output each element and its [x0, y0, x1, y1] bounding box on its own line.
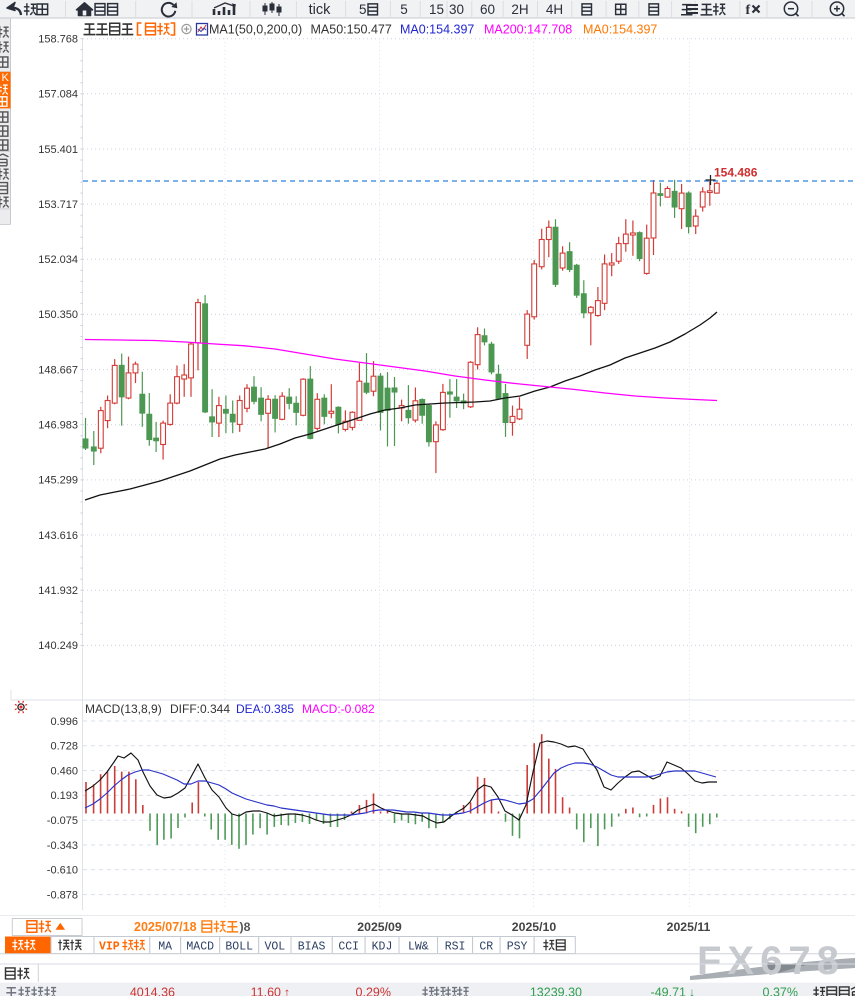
svg-text:0.29%: 0.29% — [356, 986, 391, 996]
svg-text:13239.30: 13239.30 — [530, 986, 582, 996]
svg-text:CCI: CCI — [338, 941, 359, 954]
svg-text:152.034: 152.034 — [38, 254, 78, 266]
svg-text:)8: )8 — [240, 920, 251, 934]
svg-text:BIAS: BIAS — [298, 941, 326, 954]
svg-text:VOL: VOL — [264, 941, 285, 954]
svg-text:4H: 4H — [546, 2, 563, 17]
svg-text:MACD: MACD — [186, 941, 214, 954]
svg-text:LW&: LW& — [408, 941, 429, 954]
svg-text:MA50:150.477: MA50:150.477 — [311, 23, 392, 37]
svg-text:143.616: 143.616 — [38, 530, 78, 542]
svg-text:-0.878: -0.878 — [47, 889, 78, 901]
svg-text:-0.610: -0.610 — [47, 865, 78, 877]
svg-text:MA200:147.708: MA200:147.708 — [484, 23, 572, 37]
svg-text:4014.36: 4014.36 — [130, 986, 175, 996]
svg-text:148.667: 148.667 — [38, 364, 78, 376]
svg-text:FX678: FX678 — [697, 939, 845, 983]
svg-text:5: 5 — [400, 2, 408, 17]
svg-text:140.249: 140.249 — [38, 640, 78, 652]
svg-text:MACD:-0.082: MACD:-0.082 — [302, 702, 375, 716]
svg-text:11.60: 11.60 — [251, 986, 281, 996]
svg-text:KDJ: KDJ — [372, 941, 393, 954]
svg-text:-0.075: -0.075 — [47, 815, 78, 827]
svg-text:2025/07/18: 2025/07/18 — [134, 920, 197, 934]
svg-text:0.193: 0.193 — [50, 790, 78, 802]
svg-text:15: 15 — [429, 2, 444, 17]
svg-text:↓: ↓ — [689, 986, 695, 996]
svg-text:158.768: 158.768 — [38, 34, 78, 46]
svg-text:↑: ↑ — [284, 986, 290, 996]
svg-text:2025/11: 2025/11 — [667, 920, 711, 934]
svg-text:BOLL: BOLL — [225, 941, 253, 954]
svg-text:0.996: 0.996 — [50, 716, 78, 728]
svg-text:145.299: 145.299 — [38, 475, 78, 487]
svg-text:-49.71: -49.71 — [651, 986, 686, 996]
svg-text:2025/09: 2025/09 — [357, 920, 402, 934]
svg-text:MA0:154.397: MA0:154.397 — [583, 23, 657, 37]
svg-text:CR: CR — [479, 941, 493, 954]
svg-text:2H: 2H — [511, 2, 528, 17]
svg-text:MA1(50,0,200,0): MA1(50,0,200,0) — [209, 23, 302, 37]
svg-text:DEA:0.385: DEA:0.385 — [236, 702, 294, 716]
svg-text:DIFF:0.344: DIFF:0.344 — [170, 702, 230, 716]
svg-text:K: K — [2, 72, 10, 84]
svg-text:141.932: 141.932 — [38, 585, 78, 597]
svg-text:0.460: 0.460 — [50, 765, 78, 777]
svg-text:30: 30 — [449, 2, 464, 17]
svg-text:PSY: PSY — [507, 941, 528, 954]
svg-text:0.37%: 0.37% — [763, 986, 798, 996]
svg-text:5: 5 — [359, 2, 367, 17]
svg-text:MACD(13,8,9): MACD(13,8,9) — [85, 702, 162, 716]
svg-text:MA0:154.397: MA0:154.397 — [400, 23, 474, 37]
svg-text:tick: tick — [309, 2, 332, 18]
svg-text:VIP: VIP — [99, 941, 120, 954]
svg-text:157.084: 157.084 — [38, 89, 78, 101]
svg-text:MA: MA — [158, 941, 172, 954]
svg-text:155.401: 155.401 — [38, 144, 78, 156]
svg-text:0.728: 0.728 — [50, 741, 78, 753]
svg-text:-0.343: -0.343 — [47, 840, 78, 852]
svg-text:150.350: 150.350 — [38, 309, 78, 321]
svg-text:154.486: 154.486 — [714, 166, 758, 180]
svg-text:f: f — [746, 3, 751, 18]
svg-text:146.983: 146.983 — [38, 420, 78, 432]
svg-text:60: 60 — [480, 2, 495, 17]
svg-text:153.717: 153.717 — [38, 199, 78, 211]
svg-text:RSI: RSI — [445, 941, 466, 954]
svg-text:2025/10: 2025/10 — [512, 920, 557, 934]
